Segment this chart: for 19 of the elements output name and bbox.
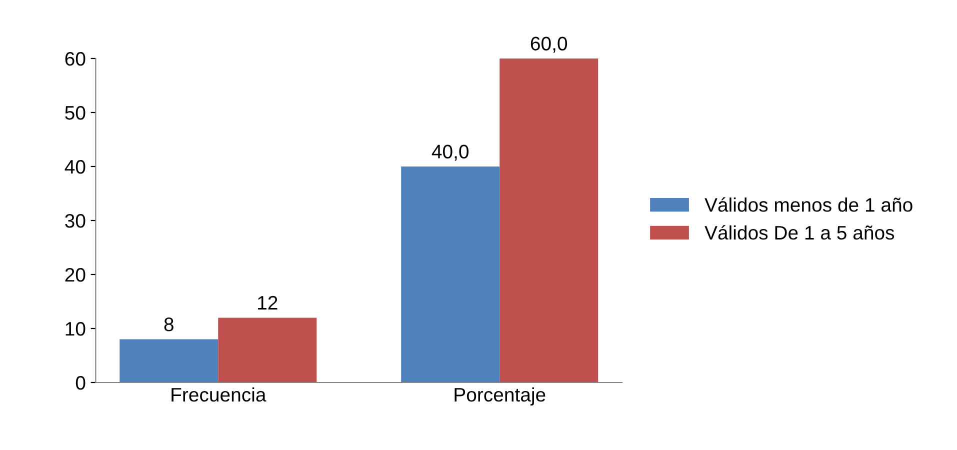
data-label: 40,0 — [432, 144, 469, 161]
data-label: 12 — [258, 296, 278, 310]
bar — [120, 339, 218, 382]
y-tick-label: 20 — [65, 268, 86, 282]
data-label: 60,0 — [530, 36, 568, 53]
y-tick-label: 0 — [76, 376, 86, 390]
y-tick-label: 10 — [66, 322, 86, 336]
y-tick-label: 40 — [64, 160, 86, 174]
bar — [500, 58, 598, 382]
y-tick-label: 60 — [65, 52, 86, 66]
y-tick-label: 50 — [65, 106, 86, 120]
legend-label: Válidos De 1 a 5 años — [704, 225, 894, 240]
legend-label: Válidos menos de 1 año — [704, 197, 912, 212]
bar — [218, 318, 317, 382]
bar — [401, 166, 500, 382]
y-tick-label: 30 — [65, 214, 86, 228]
x-tick-label: Porcentaje — [454, 387, 546, 406]
x-tick-label: Frecuencia — [172, 387, 266, 402]
data-label: 8 — [164, 318, 174, 332]
